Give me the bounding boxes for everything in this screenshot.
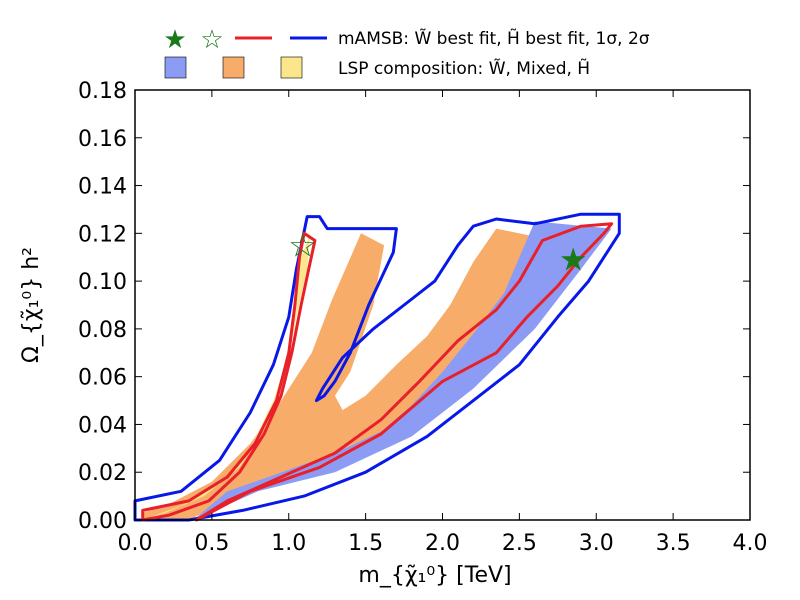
x-tick-label: 1.0 [271, 531, 306, 556]
plot-frame [134, 89, 751, 521]
x-tick-label: 2.0 [425, 531, 460, 556]
x-axis-title: m_{χ̃₁⁰} [TeV] [358, 563, 511, 588]
legend-wino-swatch [164, 56, 187, 79]
y-tick-label: 0.08 [78, 318, 127, 343]
y-tick-label: 0.02 [78, 461, 127, 486]
x-axis: 0.0 0.5 1.0 1.5 2.0 2.5 3.0 3.5 4.0 [118, 90, 768, 556]
y-tick-label: 0.12 [78, 222, 127, 247]
legend-row2-text: LSP composition: W̃, Mixed, H̃ [338, 58, 590, 79]
y-tick-label: 0.06 [78, 366, 127, 391]
legend-wino-best-fit-icon: ★ [163, 25, 186, 55]
x-tick-label: 3.0 [579, 531, 614, 556]
legend-higgsino-best-fit-icon: ☆ [200, 25, 223, 55]
wino-best-fit-point: ★ [559, 241, 588, 279]
legend: ★ ☆ mAMSB: W̃ best fit, H̃ best fit, 1σ,… [163, 25, 649, 79]
x-tick-label: 3.5 [656, 531, 691, 556]
best-fit-layer: ★☆ [288, 226, 587, 278]
legend-higgsino-swatch [280, 56, 303, 79]
y-tick-label: 0.14 [78, 175, 127, 200]
legend-mixed-swatch [222, 56, 245, 79]
x-tick-label: 0.5 [194, 531, 229, 556]
x-tick-label: 2.5 [502, 531, 537, 556]
x-tick-label: 4.0 [733, 531, 768, 556]
y-axis-title: Ω_{χ̃₁⁰} h² [19, 247, 44, 363]
contours-layer [133, 212, 621, 522]
one-sigma-contour-low-mass [141, 231, 317, 522]
x-tick-label: 0.0 [118, 531, 153, 556]
y-tick-label: 0.04 [78, 413, 127, 438]
one-sigma-contour-high-mass [195, 222, 614, 522]
mixed-region [142, 228, 543, 520]
y-tick-label: 0.00 [78, 509, 127, 534]
x-tick-label: 1.5 [348, 531, 383, 556]
y-tick-label: 0.18 [78, 79, 127, 104]
y-tick-label: 0.10 [78, 270, 127, 295]
regions-layer [142, 221, 612, 521]
legend-row1-text: mAMSB: W̃ best fit, H̃ best fit, 1σ, 2σ [338, 28, 650, 49]
y-axis: 0.00 0.02 0.04 0.06 0.08 0.10 0.12 0.14 0.16 0.18 [78, 79, 750, 534]
y-tick-label: 0.16 [78, 127, 127, 152]
higgsino-best-fit-point: ☆ [288, 226, 317, 264]
